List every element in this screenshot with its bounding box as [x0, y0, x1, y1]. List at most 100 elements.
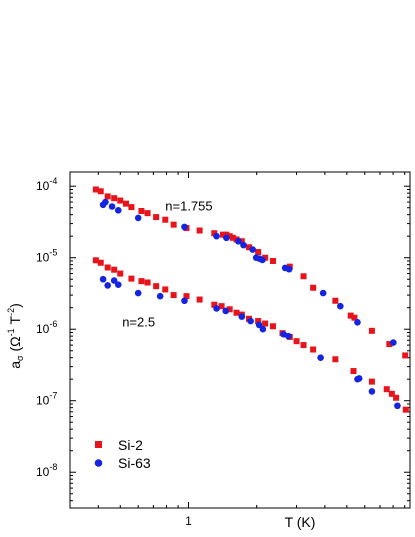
point-si-63: [181, 223, 188, 231]
point-si-2: [138, 208, 145, 215]
y-label-open: (Ω: [7, 336, 23, 355]
point-si-2: [300, 342, 307, 349]
point-si-63: [104, 282, 111, 289]
y-label-exp1: -1: [6, 328, 16, 336]
point-si-2: [211, 301, 218, 308]
point-si-2: [255, 249, 262, 256]
point-si-63: [134, 214, 142, 222]
point-si-2: [310, 346, 317, 353]
point-si-2: [128, 275, 135, 282]
point-si-2: [229, 234, 236, 241]
point-si-2: [153, 283, 160, 290]
point-si-2: [238, 238, 245, 245]
point-si-63: [259, 325, 267, 333]
point-si-2: [162, 216, 169, 223]
y-tick-mantissa: 10: [36, 179, 50, 193]
point-si-2: [219, 231, 226, 238]
point-si-63: [235, 237, 242, 245]
point-si-2: [402, 352, 409, 359]
y-tick-label: 10-6: [36, 319, 57, 336]
point-si-2: [162, 286, 169, 293]
point-si-2: [368, 378, 375, 385]
point-si-2: [262, 320, 269, 327]
point-si-2: [153, 214, 160, 221]
point-si-2: [117, 197, 124, 204]
point-si-63: [285, 265, 293, 273]
point-si-2: [332, 297, 339, 304]
point-si-63: [110, 277, 118, 284]
y-tick-label: 10-7: [36, 391, 57, 408]
point-si-2: [262, 254, 269, 261]
point-si-2: [293, 338, 300, 345]
point-si-2: [117, 270, 124, 277]
point-si-2: [226, 306, 233, 313]
point-si-63: [337, 302, 344, 310]
point-si-2: [300, 273, 307, 280]
point-si-2: [97, 259, 104, 266]
y-axis: 10-410-510-610-710-8: [36, 176, 410, 502]
point-si-63: [249, 246, 256, 253]
point-si-63: [368, 388, 376, 395]
point-si-63: [285, 332, 292, 340]
point-si-63: [255, 321, 263, 329]
point-si-63: [259, 256, 266, 264]
point-si-2: [144, 279, 151, 286]
point-si-2: [269, 257, 276, 264]
point-si-2: [402, 406, 409, 413]
point-si-63: [355, 375, 363, 382]
point-si-2: [310, 284, 317, 291]
point-si-2: [350, 368, 357, 375]
point-si-63: [114, 281, 122, 288]
x-axis: 1: [69, 172, 406, 528]
y-tick-exponent: -6: [49, 319, 57, 329]
y-tick-exponent: -7: [49, 391, 57, 401]
point-si-63: [247, 317, 254, 325]
y-label-a: a: [7, 361, 23, 369]
point-si-2: [196, 296, 203, 303]
point-si-63: [222, 307, 230, 315]
legend: Si-2 Si-63: [94, 437, 151, 471]
y-tick-exponent: -4: [49, 176, 57, 186]
point-si-2: [393, 394, 400, 401]
point-si-63: [238, 313, 246, 320]
point-si-2: [104, 193, 111, 200]
point-si-2: [97, 188, 104, 195]
point-si-2: [196, 227, 203, 234]
point-si-2: [388, 390, 395, 397]
x-tick-label: 1: [185, 514, 192, 528]
point-si-2: [183, 293, 190, 300]
point-si-2: [211, 230, 218, 237]
point-si-63: [156, 292, 164, 300]
point-si-63: [317, 354, 324, 361]
legend-label-si-2: Si-2: [118, 437, 143, 453]
point-si-2: [332, 356, 339, 363]
annotation-label: n=1.755: [165, 198, 212, 213]
point-si-63: [319, 289, 327, 297]
point-si-2: [218, 303, 225, 310]
y-label-sub: σ: [15, 355, 25, 361]
point-si-2: [246, 244, 253, 251]
point-si-2: [386, 341, 393, 348]
y-label-exp2: -2: [6, 308, 16, 316]
point-si-2: [104, 264, 111, 271]
y-tick-exponent: -5: [49, 248, 57, 258]
annotation-label: n=2.5: [122, 314, 155, 329]
point-si-2: [170, 292, 177, 299]
point-si-2: [111, 195, 118, 202]
y-tick-label: 10-8: [36, 462, 57, 479]
point-si-63: [99, 275, 107, 283]
y-label-mid: T: [7, 315, 23, 328]
y-tick-label: 10-4: [36, 176, 57, 193]
point-si-63: [240, 241, 247, 249]
point-si-2: [138, 278, 145, 285]
point-si-63: [181, 297, 188, 305]
point-si-63: [213, 305, 220, 312]
legend-marker-si-63: [94, 459, 103, 467]
point-si-2: [351, 314, 358, 321]
point-si-2: [226, 233, 233, 240]
y-tick-mantissa: 10: [36, 322, 50, 336]
point-si-2: [347, 312, 354, 319]
point-si-63: [390, 339, 397, 346]
point-si-2: [269, 323, 276, 330]
